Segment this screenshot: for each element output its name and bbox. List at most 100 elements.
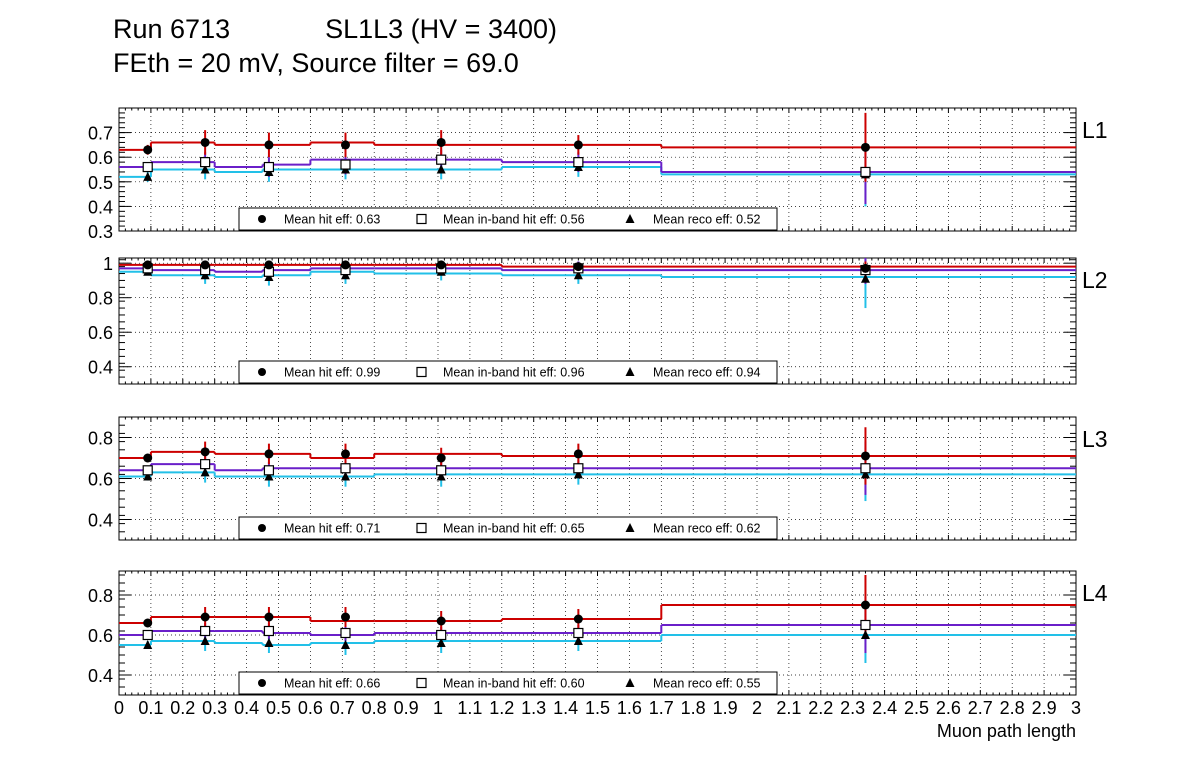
y-tick-label: 0.4 [88, 511, 113, 531]
inband-eff-point [573, 157, 584, 168]
x-tick-label: 2.3 [840, 698, 865, 718]
panel-label-l2: L2 [1082, 267, 1108, 293]
legend-inband-label: Mean in-band hit eff: 0.60 [443, 677, 585, 691]
x-tick-label: 1.1 [457, 698, 482, 718]
reco-eff-point [436, 638, 446, 647]
reco-eff-point [573, 270, 583, 280]
x-tick-label: 1.4 [553, 698, 578, 718]
x-tick-label: 2.5 [904, 698, 929, 718]
inband-eff-point [436, 629, 447, 641]
legend-hit-marker [258, 215, 266, 223]
x-tick-label: 2.6 [936, 698, 961, 718]
x-axis-title: Muon path length [937, 721, 1076, 741]
chart-subtitle: FEth = 20 mV, Source filter = 69.0 [113, 48, 519, 78]
legend-reco-marker [625, 214, 635, 223]
hit-eff-point [143, 618, 153, 628]
hit-eff-point [143, 260, 153, 270]
x-tick-label: 2.1 [776, 698, 801, 718]
hit-eff-point [860, 263, 870, 273]
legend-reco-marker [625, 523, 635, 532]
x-tick-label: 2.4 [872, 698, 897, 718]
chamber-label: SL1L3 (HV = 3400) [325, 14, 558, 44]
inband-eff-point [142, 629, 153, 641]
hit-eff-point [340, 260, 350, 270]
y-tick-label: 0.8 [88, 429, 113, 449]
legend-reco-marker [625, 678, 635, 687]
x-tick-label: 1.7 [649, 698, 674, 718]
inband-eff-point [860, 166, 871, 178]
panel-label-l3: L3 [1082, 426, 1108, 452]
hit-eff-point [264, 449, 274, 459]
x-tick-label: 0.1 [138, 698, 163, 718]
legend-hit-marker [258, 679, 266, 687]
x-tick-label: 0.9 [394, 698, 419, 718]
hit-eff-point [573, 262, 583, 272]
legend-inband-marker [416, 213, 427, 225]
y-tick-label: 0.6 [88, 626, 113, 646]
x-tick-label: 0.5 [266, 698, 291, 718]
reco-eff-point [860, 469, 870, 479]
legend-reco-label: Mean reco eff: 0.62 [653, 522, 761, 536]
reco-eff-point [860, 273, 870, 283]
legend-hit-label: Mean hit eff: 0.63 [284, 213, 380, 227]
legend-inband-marker [416, 522, 427, 534]
legend-hit-label: Mean hit eff: 0.99 [284, 366, 380, 380]
reco-eff-point [264, 638, 274, 647]
y-tick-label: 0.4 [88, 197, 113, 217]
x-tick-label: 1.2 [489, 698, 514, 718]
legend-inband-label: Mean in-band hit eff: 0.65 [443, 522, 585, 536]
inband-eff-point [436, 465, 447, 476]
hit-eff-point [200, 447, 210, 457]
panel-l4: 0.4 0.6 0.8 Mean hit eff: 0.66 Mean in-band … [88, 570, 1108, 696]
inband-eff-point [200, 625, 211, 637]
x-tick-label: 2.9 [1032, 698, 1057, 718]
inband-eff-point [142, 161, 153, 173]
legend-reco-label: Mean reco eff: 0.55 [653, 677, 761, 691]
inband-eff-point [573, 627, 584, 639]
hit-eff-point [436, 260, 446, 270]
x-tick-label: 0 [114, 698, 124, 718]
inband-eff-point [436, 154, 447, 165]
reco-eff-point [200, 636, 210, 645]
x-tick-label: 2.7 [968, 698, 993, 718]
y-tick-label: 0.3 [88, 222, 113, 242]
legend-reco-marker [625, 367, 635, 376]
panel-label-l1: L1 [1082, 117, 1108, 143]
x-tick-label: 1.9 [713, 698, 738, 718]
x-tick-label: 3 [1071, 698, 1081, 718]
x-tick-label: 0.6 [298, 698, 323, 718]
reco-eff-point [200, 467, 210, 477]
legend-box [238, 360, 778, 384]
x-tick-label: 0.4 [234, 698, 259, 718]
inband-eff-point [200, 459, 211, 470]
x-tick-label: 1.5 [585, 698, 610, 718]
run-label: Run 6713 [113, 14, 231, 44]
inband-eff-point [200, 157, 211, 168]
x-tick-label: 1 [433, 698, 443, 718]
y-tick-label: 0.4 [88, 666, 113, 686]
legend-hit-label: Mean hit eff: 0.66 [284, 677, 380, 691]
x-tick-label: 0.8 [362, 698, 387, 718]
hit-eff-point [200, 612, 210, 622]
inband-eff-point [263, 465, 275, 476]
reco-eff-point [143, 640, 153, 649]
reco-eff-point [573, 636, 583, 645]
y-tick-label: 0.6 [88, 148, 113, 168]
hit-eff-point [200, 137, 210, 147]
y-tick-label: 0.7 [88, 124, 113, 144]
legend-inband-label: Mean in-band hit eff: 0.96 [443, 366, 585, 380]
x-tick-label: 1.8 [681, 698, 706, 718]
reco-eff-point [264, 471, 274, 481]
hit-eff-point [143, 453, 153, 463]
reco-eff-point [860, 630, 870, 639]
panel-l1: 0.3 0.4 0.5 0.6 0.7 Mean hit eff: 0.63 Mean in… [88, 107, 1108, 242]
legend-box [238, 207, 778, 231]
x-tick-label: 0.2 [170, 698, 195, 718]
x-tick-label: 2.2 [808, 698, 833, 718]
legend-inband-marker [416, 366, 427, 378]
y-tick-label: 0.4 [88, 358, 113, 378]
y-tick-label: 0.6 [88, 470, 113, 490]
inband-eff-point [860, 463, 871, 474]
chart-title-run: Run 6713 SL1L3 (HV = 3400) [113, 14, 557, 45]
hit-eff-point [860, 451, 870, 461]
